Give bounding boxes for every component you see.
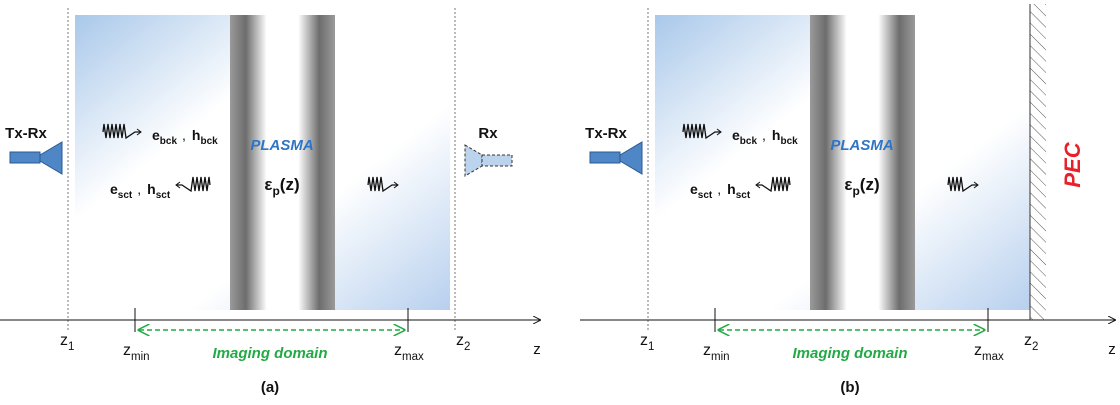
panel-caption: (b) xyxy=(840,379,859,396)
subscript: 1 xyxy=(68,341,74,353)
base: z xyxy=(456,332,464,349)
math-label: z2 xyxy=(456,332,470,353)
pec-label: PEC xyxy=(1060,141,1085,187)
base: h xyxy=(727,181,736,197)
antenna-label: Tx-Rx xyxy=(5,125,47,142)
base: e xyxy=(152,127,160,143)
domain-label: Imaging domain xyxy=(792,345,907,362)
base: z xyxy=(703,342,711,359)
base: z xyxy=(640,332,648,349)
domain-label: Imaging domain xyxy=(212,345,327,362)
base: h xyxy=(147,181,156,197)
medium-label: PLASMA xyxy=(830,137,893,154)
base: z xyxy=(394,342,402,359)
subscript: p xyxy=(852,184,859,198)
base: ε xyxy=(264,175,272,194)
panel-caption: (a) xyxy=(261,379,279,396)
separator: , xyxy=(182,127,186,143)
axis-name: z xyxy=(533,341,541,358)
base: z xyxy=(60,332,68,349)
medium-label: PLASMA xyxy=(250,137,313,154)
base: e xyxy=(110,181,118,197)
subscript: min xyxy=(131,351,150,363)
base: h xyxy=(772,127,781,143)
subscript: sct xyxy=(156,190,171,201)
subscript: sct xyxy=(736,190,751,201)
receiver-feed xyxy=(482,155,512,166)
subscript: 2 xyxy=(1032,341,1038,353)
base: (z) xyxy=(860,175,880,194)
receiver-horn xyxy=(465,145,482,176)
antenna-feed xyxy=(10,152,40,163)
antenna-feed xyxy=(590,152,620,163)
math-label: z2 xyxy=(1024,332,1038,353)
antenna-horn xyxy=(40,142,62,174)
base: h xyxy=(192,127,201,143)
separator: , xyxy=(762,127,766,143)
base: e xyxy=(732,127,740,143)
subscript: p xyxy=(272,184,279,198)
subscript: bck xyxy=(160,136,178,147)
separator: , xyxy=(717,181,721,197)
subscript: sct xyxy=(698,190,713,201)
subscript: bck xyxy=(740,136,758,147)
separator: , xyxy=(137,181,141,197)
base: z xyxy=(1024,332,1032,349)
subscript: max xyxy=(402,351,424,363)
plasma-layer xyxy=(230,15,335,310)
antenna-horn xyxy=(620,142,642,174)
base: z xyxy=(974,342,982,359)
math-label: zmax xyxy=(394,342,424,363)
base: ε xyxy=(844,175,852,194)
subscript: max xyxy=(982,351,1004,363)
figure: z1zminzmaxz2zImaging domain(a)Tx-Rxebck,… xyxy=(0,0,1120,405)
subscript: sct xyxy=(118,190,133,201)
subscript: min xyxy=(711,351,730,363)
base: e xyxy=(690,181,698,197)
plasma-layer xyxy=(810,15,915,310)
math-label: z1 xyxy=(640,332,654,353)
receiver-label: Rx xyxy=(478,125,498,142)
axis-name: z xyxy=(1108,341,1116,358)
base: z xyxy=(123,342,131,359)
pec-wall xyxy=(1030,4,1046,320)
math-label: zmin xyxy=(123,342,150,363)
base: (z) xyxy=(280,175,300,194)
antenna-label: Tx-Rx xyxy=(585,125,627,142)
subscript: bck xyxy=(200,136,218,147)
subscript: 2 xyxy=(464,341,470,353)
math-label: z1 xyxy=(60,332,74,353)
math-label: zmin xyxy=(703,342,730,363)
math-label: zmax xyxy=(974,342,1004,363)
subscript: 1 xyxy=(648,341,654,353)
subscript: bck xyxy=(780,136,798,147)
